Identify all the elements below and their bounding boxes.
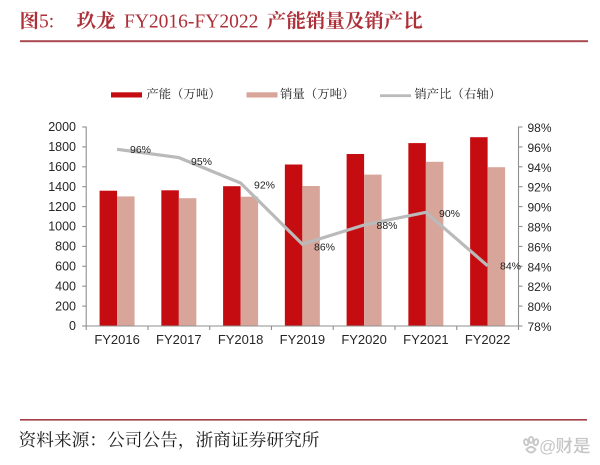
svg-text:FY2021: FY2021 (403, 332, 449, 347)
svg-text:FY2022: FY2022 (465, 332, 511, 347)
svg-text:86%: 86% (314, 242, 335, 254)
svg-text:86%: 86% (528, 240, 552, 254)
svg-text:80%: 80% (528, 300, 552, 314)
svg-text:94%: 94% (528, 161, 552, 175)
svg-text:92%: 92% (528, 181, 552, 195)
svg-text:1200: 1200 (48, 200, 76, 214)
svg-text:78%: 78% (528, 320, 552, 334)
svg-text:FY2016: FY2016 (94, 332, 140, 347)
svg-text:FY2016-FY2022: FY2016-FY2022 (124, 12, 258, 33)
svg-text:600: 600 (55, 260, 76, 274)
svg-text:90%: 90% (439, 208, 460, 220)
svg-text:200: 200 (55, 299, 76, 313)
svg-text:96%: 96% (130, 144, 151, 156)
svg-text:92%: 92% (254, 179, 275, 191)
svg-text:@: @ (539, 437, 556, 456)
svg-text:96%: 96% (528, 141, 552, 155)
svg-text:800: 800 (55, 240, 76, 254)
svg-text:400: 400 (55, 279, 76, 293)
svg-text:84%: 84% (528, 260, 552, 274)
svg-text:1000: 1000 (48, 220, 76, 234)
svg-text:5:: 5: (39, 12, 54, 33)
svg-text:98%: 98% (528, 121, 552, 135)
svg-text:FY2018: FY2018 (218, 332, 264, 347)
svg-text:82%: 82% (528, 280, 552, 294)
svg-text:1400: 1400 (48, 180, 76, 194)
svg-text:1800: 1800 (48, 140, 76, 154)
svg-text:FY2019: FY2019 (280, 332, 326, 347)
svg-text:2000: 2000 (48, 120, 76, 134)
svg-text:88%: 88% (377, 220, 398, 232)
svg-text:88%: 88% (528, 221, 552, 235)
svg-text:1600: 1600 (48, 160, 76, 174)
svg-text:84%: 84% (500, 261, 521, 273)
svg-text:FY2020: FY2020 (341, 332, 387, 347)
svg-text:95%: 95% (191, 156, 212, 168)
svg-text:FY2017: FY2017 (156, 332, 202, 347)
svg-text:0: 0 (69, 319, 76, 333)
svg-text:90%: 90% (528, 201, 552, 215)
